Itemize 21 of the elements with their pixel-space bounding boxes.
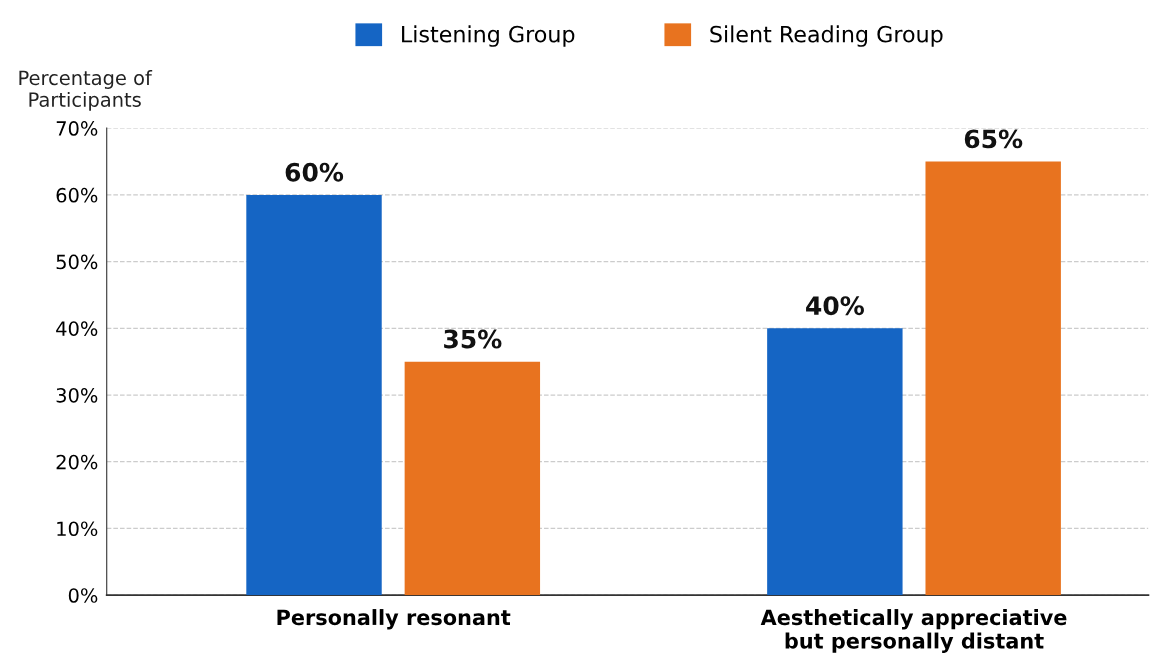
y-tick-label: 10%: [57, 521, 98, 537]
y-tick-label: 60%: [56, 187, 98, 203]
y-axis-title: Percentage of Participants: [19, 70, 153, 111]
legend-label: Listening Group: [402, 25, 575, 47]
bar: [404, 361, 541, 596]
data-label: 35%: [444, 329, 502, 349]
x-tick-label: Personally resonant: [277, 609, 511, 630]
y-tick-label: 40%: [56, 321, 98, 336]
y-tick-label: 50%: [56, 254, 98, 270]
legend-label: Silent Reading Group: [710, 25, 943, 47]
bar: [925, 161, 1061, 596]
y-tick-label: 70%: [56, 121, 98, 136]
data-label: 60%: [285, 162, 344, 182]
bar: [246, 194, 382, 596]
y-tick-label: 20%: [56, 454, 98, 470]
data-label: 65%: [964, 129, 1023, 149]
data-label: 40%: [806, 296, 864, 316]
y-tick-label: 0%: [68, 588, 98, 603]
x-tick-label: Aesthetically appreciative but personally distant: [760, 609, 1067, 653]
bar: [767, 328, 903, 596]
y-tick-label: 30%: [56, 387, 98, 403]
